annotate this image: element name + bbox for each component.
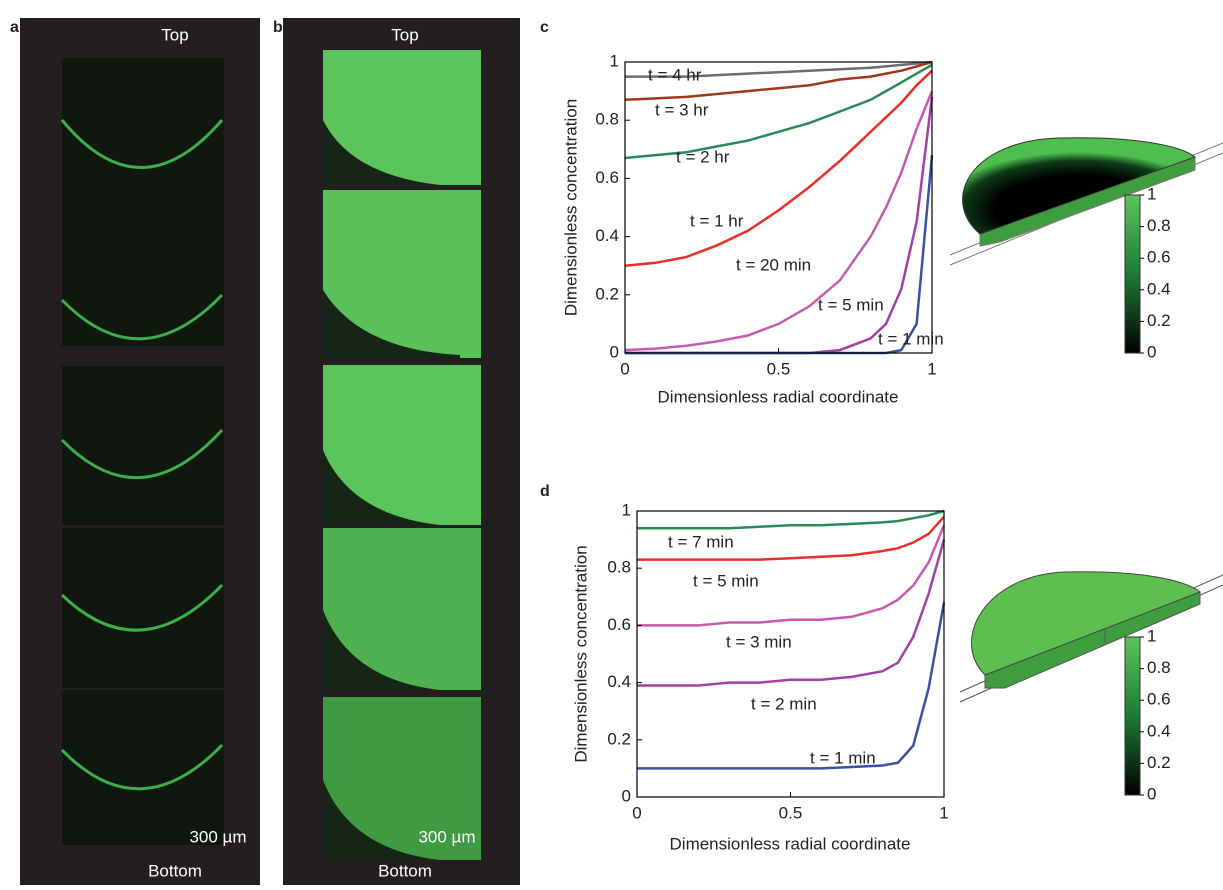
bottom-label: Bottom <box>378 861 432 880</box>
page: {"panels": { "a": {"label": "a", "top": … <box>0 0 1223 890</box>
x-tick-label: 1 <box>939 803 948 822</box>
colorbar <box>1125 195 1140 353</box>
panel-label: a <box>10 19 19 36</box>
series-label: t = 2 hr <box>676 147 730 166</box>
y-axis-label: Dimensionless concentration <box>561 99 580 316</box>
colorbar-tick-label: 0.6 <box>1147 690 1171 709</box>
y-tick-label: 0.2 <box>607 729 631 748</box>
disk-model-d <box>960 572 1223 702</box>
series-label: t = 7 min <box>668 532 734 551</box>
panel-label: d <box>540 483 550 500</box>
bottom-label: Bottom <box>148 861 202 880</box>
y-tick-label: 0.4 <box>607 672 631 691</box>
colorbar-tick-label: 0.6 <box>1147 248 1171 267</box>
scale-label: 300 µm <box>418 827 475 846</box>
y-tick-label: 0 <box>610 342 619 361</box>
top-label: Top <box>391 25 418 44</box>
colorbar-tick-label: 0.4 <box>1147 279 1171 298</box>
colorbar <box>1125 637 1140 795</box>
x-axis-label: Dimensionless radial coordinate <box>658 387 899 406</box>
series-line <box>637 540 944 686</box>
y-tick-label: 1 <box>622 500 631 519</box>
y-tick-label: 0.8 <box>595 110 619 129</box>
panel-label: c <box>540 19 549 36</box>
series-line <box>625 91 932 350</box>
colorbar-tick-label: 0.4 <box>1147 721 1171 740</box>
series-label: t = 1 hr <box>690 211 744 230</box>
x-tick-label: 0 <box>632 803 641 822</box>
plot-frame <box>637 511 944 797</box>
series-label: t = 5 min <box>693 571 759 590</box>
colorbar-tick-label: 0.2 <box>1147 753 1171 772</box>
series-label: t = 2 min <box>751 694 817 713</box>
colorbar-tick-label: 1 <box>1147 184 1156 203</box>
panel-label: b <box>273 19 283 36</box>
series-label: t = 4 hr <box>648 65 702 84</box>
colorbar-tick-label: 0.8 <box>1147 658 1171 677</box>
series-line <box>637 511 944 528</box>
colorbar-tick-label: 0 <box>1147 784 1156 803</box>
series-label: t = 20 min <box>736 255 811 274</box>
x-tick-label: 1 <box>927 359 936 378</box>
series-label: t = 3 min <box>726 632 792 651</box>
y-tick-label: 0.6 <box>607 615 631 634</box>
panel-a-images <box>62 58 224 845</box>
y-tick-label: 0.2 <box>595 284 619 303</box>
y-tick-label: 0.6 <box>595 168 619 187</box>
y-tick-label: 0.8 <box>607 558 631 577</box>
series-label: t = 1 min <box>810 748 876 767</box>
colorbar-tick-label: 1 <box>1147 626 1156 645</box>
disk-model-c <box>950 138 1223 265</box>
scale-label: 300 µm <box>189 827 246 846</box>
x-axis-label: Dimensionless radial coordinate <box>670 834 911 853</box>
series-label: t = 5 min <box>818 295 884 314</box>
series-label: t = 1 min <box>878 329 944 348</box>
y-axis-label: Dimensionless concentration <box>571 545 590 762</box>
x-tick-label: 0 <box>620 359 629 378</box>
y-tick-label: 0.4 <box>595 226 619 245</box>
colorbar-tick-label: 0 <box>1147 342 1156 361</box>
x-tick-label: 0.5 <box>779 803 803 822</box>
colorbar-tick-label: 0.2 <box>1147 311 1171 330</box>
colorbar-tick-label: 0.8 <box>1147 216 1171 235</box>
y-tick-label: 0 <box>622 786 631 805</box>
x-tick-label: 0.5 <box>767 359 791 378</box>
series-label: t = 3 hr <box>655 100 709 119</box>
y-tick-label: 1 <box>610 51 619 70</box>
panel-b-images <box>323 50 481 860</box>
top-label: Top <box>161 25 188 44</box>
figure: a Top Bottom 300 µm b Top Bottom 300 µm … <box>0 0 1223 885</box>
series-line <box>625 97 932 353</box>
